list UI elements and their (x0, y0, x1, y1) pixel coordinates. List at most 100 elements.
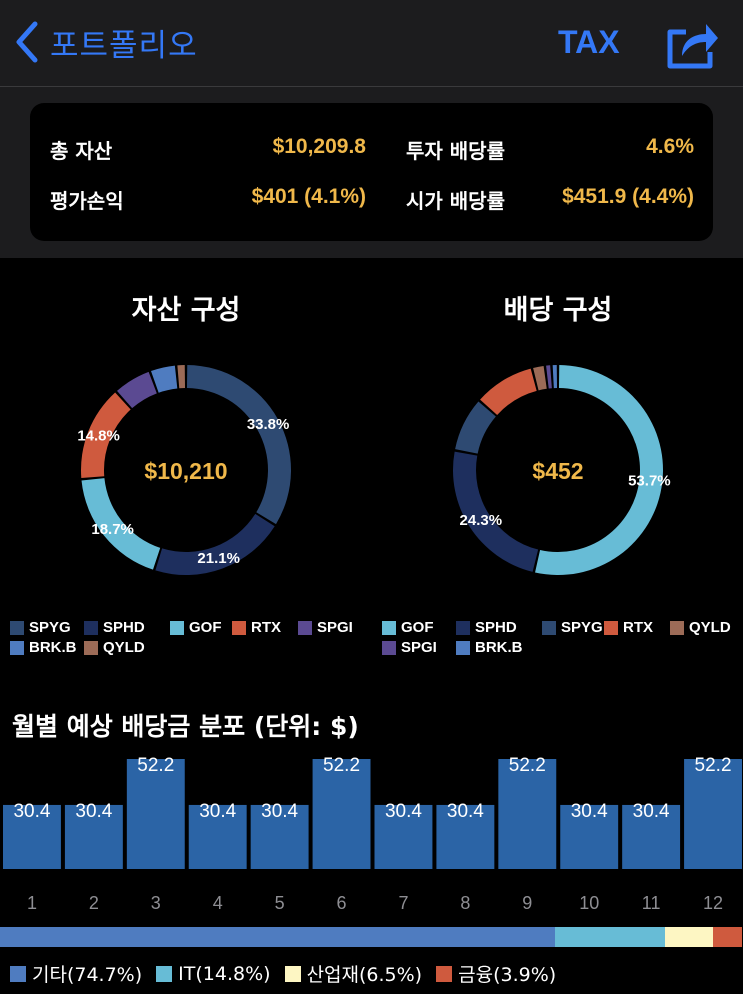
asset-legend: SPYG SPHD GOF RTX SPGI BRK.B QYLD (10, 619, 370, 659)
legend-item-gof: GOF (382, 619, 434, 636)
slice-spyg[interactable] (186, 365, 291, 525)
bar-category-label: 8 (460, 893, 470, 913)
legend-swatch (10, 640, 24, 655)
legend-item-spyg: SPYG (542, 619, 603, 636)
share-icon[interactable] (664, 18, 720, 70)
slice-label-sphd: 24.3% (460, 512, 503, 529)
sector-segment-기타 (0, 927, 556, 947)
sector-swatch (10, 965, 26, 982)
bar-category-label: 1 (27, 893, 37, 913)
bar-category-label: 10 (579, 893, 599, 913)
slice-label-rtx: 14.8% (77, 427, 120, 444)
bar-value-label: 30.4 (261, 801, 298, 822)
bar-month-1[interactable] (3, 804, 61, 869)
dividend-chart-title: 배당 구성 (503, 295, 613, 326)
slice-spyg[interactable] (455, 401, 496, 454)
bar-month-2[interactable] (64, 804, 123, 869)
sector-legend-item: IT(14.8%) (156, 960, 271, 987)
legend-label: GOF (189, 619, 222, 636)
slice-brk-b[interactable] (552, 365, 558, 389)
summary-card: 총 자산 $10,209.8 투자 배당률 4.6% 평가손익 $401 (4.… (30, 103, 713, 241)
monthly-chart-title: 월별 예상 배당금 분포 (단위: $) (12, 712, 359, 741)
bar-category-label: 11 (642, 893, 661, 913)
sector-swatch (436, 965, 453, 982)
chevron-left-icon (16, 21, 38, 63)
bar-month-10[interactable] (560, 804, 619, 869)
slice-gof[interactable] (81, 478, 161, 570)
dividend-legend: GOF SPHD SPYG RTX QYLD SPGI BRK.B (382, 619, 742, 659)
back-button[interactable]: 포트폴리오 (14, 20, 198, 64)
dividend-donut-chart[interactable]: $452 53.7% 24.3% (438, 350, 678, 590)
bar-month-9[interactable] (498, 759, 557, 869)
legend-swatch (670, 620, 684, 635)
bar-month-12[interactable] (684, 759, 742, 869)
legend-item-sphd: SPHD (456, 619, 517, 636)
sector-distribution-bar (0, 927, 743, 947)
total-assets-value: $10,209.8 (272, 135, 366, 158)
slice-label-gof: 18.7% (91, 521, 134, 538)
slice-rtx[interactable] (81, 392, 131, 478)
slice-sphd[interactable] (453, 451, 539, 572)
legend-swatch (298, 620, 312, 635)
invest-yield-label: 투자 배당률 (406, 139, 505, 163)
bar-value-label: 30.4 (571, 801, 608, 822)
legend-swatch (232, 620, 246, 635)
sector-label: IT(14.8%) (178, 962, 271, 985)
pnl-value: $401 (4.1%) (251, 185, 366, 208)
market-yield-label: 시가 배당률 (406, 189, 505, 213)
monthly-dividend-bar-chart[interactable]: 30.4 1 30.4 2 52.2 3 30.4 4 30.4 5 52.2 6 30.4 7 30.4 8… (0, 740, 743, 920)
bar-month-8[interactable] (436, 804, 495, 869)
legend-label: SPGI (317, 619, 353, 636)
bar-value-label: 30.4 (13, 801, 50, 822)
sector-label: 기타(74.7%) (32, 964, 143, 986)
legend-swatch (456, 620, 470, 635)
slice-gof[interactable] (535, 365, 664, 575)
bar-category-label: 4 (213, 893, 223, 913)
legend-item-qyld: QYLD (84, 639, 145, 656)
legend-label: RTX (623, 619, 653, 636)
sector-swatch (284, 965, 301, 982)
slice-rtx[interactable] (480, 368, 537, 416)
legend-label: GOF (401, 619, 434, 636)
bar-month-5[interactable] (250, 804, 309, 869)
legend-swatch (170, 620, 184, 635)
slice-sphd[interactable] (155, 513, 275, 575)
legend-swatch (84, 640, 98, 655)
slice-qyld[interactable] (533, 365, 547, 391)
nav-bar: 포트폴리오 TAX (0, 0, 743, 87)
legend-item-rtx: RTX (604, 619, 653, 636)
bar-value-label: 30.4 (447, 801, 484, 822)
dividend-center-label: $452 (532, 458, 583, 484)
bar-month-11[interactable] (622, 804, 681, 869)
bar-value-label: 30.4 (385, 801, 422, 822)
bar-value-label: 52.2 (137, 755, 174, 776)
legend-swatch (456, 640, 470, 655)
slice-spgi[interactable] (117, 371, 157, 409)
bar-month-3[interactable] (126, 759, 185, 869)
legend-swatch (542, 620, 556, 635)
invest-yield-value: 4.6% (646, 135, 694, 158)
market-yield-value: $451.9 (4.4%) (562, 185, 694, 208)
legend-swatch (382, 620, 396, 635)
sector-segment-산업재 (664, 927, 714, 947)
legend-swatch (10, 620, 24, 635)
bar-value-label: 52.2 (509, 755, 546, 776)
bar-category-label: 5 (275, 893, 285, 913)
legend-label: SPYG (561, 619, 603, 636)
legend-label: SPHD (103, 619, 145, 636)
bar-month-7[interactable] (374, 804, 433, 869)
asset-donut-chart[interactable]: $10,210 33.8% 21.1% 18.7% 14.8% (66, 350, 306, 590)
tax-button[interactable]: TAX (558, 24, 620, 60)
sector-label: 산업재(6.5%) (306, 964, 423, 986)
bar-month-4[interactable] (188, 804, 247, 869)
legend-item-brk-b: BRK.B (456, 639, 523, 656)
bar-value-label: 30.4 (633, 801, 670, 822)
slice-brk-b[interactable] (150, 365, 178, 393)
slice-qyld[interactable] (177, 365, 186, 389)
bar-value-label: 52.2 (695, 755, 732, 776)
bar-month-6[interactable] (312, 759, 371, 869)
slice-spgi[interactable] (546, 365, 552, 389)
bar-category-label: 2 (89, 893, 99, 913)
sector-segment-IT (555, 927, 665, 947)
legend-item-rtx: RTX (232, 619, 281, 636)
